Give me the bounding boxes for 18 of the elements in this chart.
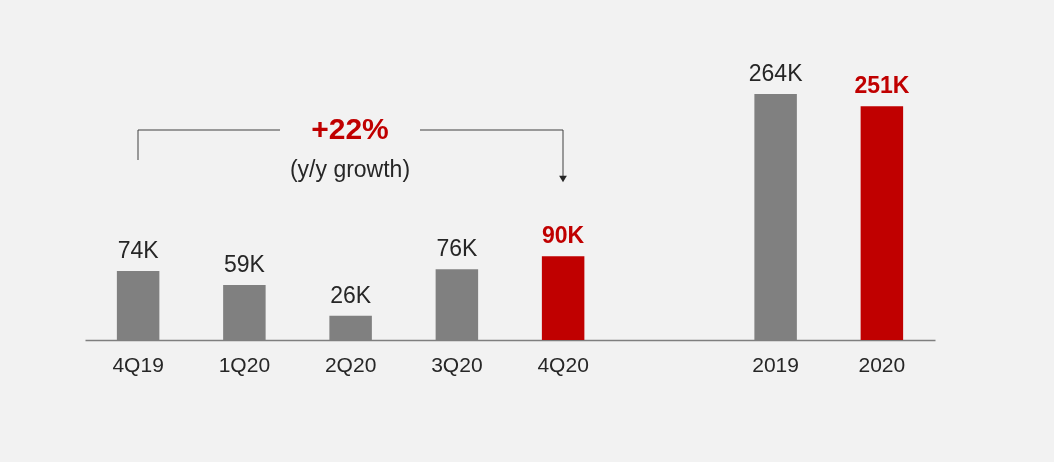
bar (541, 256, 585, 340)
x-tick-label: 2Q20 (324, 352, 377, 376)
annotation: (y/y growth) (289, 156, 411, 182)
bar (860, 106, 904, 340)
x-tick-label: 4Q20 (537, 352, 589, 376)
x-tick-label: 3Q20 (431, 352, 483, 376)
data-label: 76K (436, 235, 478, 262)
data-label: 90K (542, 222, 585, 249)
annotation: +22% (311, 112, 389, 145)
x-tick-label: 1Q20 (218, 352, 271, 376)
data-label: 26K (330, 281, 372, 308)
data-label: 264K (748, 60, 804, 87)
data-label: 59K (223, 251, 266, 278)
x-tick-label: 4Q19 (112, 352, 164, 376)
data-label: 251K (854, 72, 910, 99)
data-label: 74K (117, 237, 160, 264)
x-tick-label: 2019 (752, 352, 799, 376)
x-tick-label: 2020 (858, 352, 906, 376)
